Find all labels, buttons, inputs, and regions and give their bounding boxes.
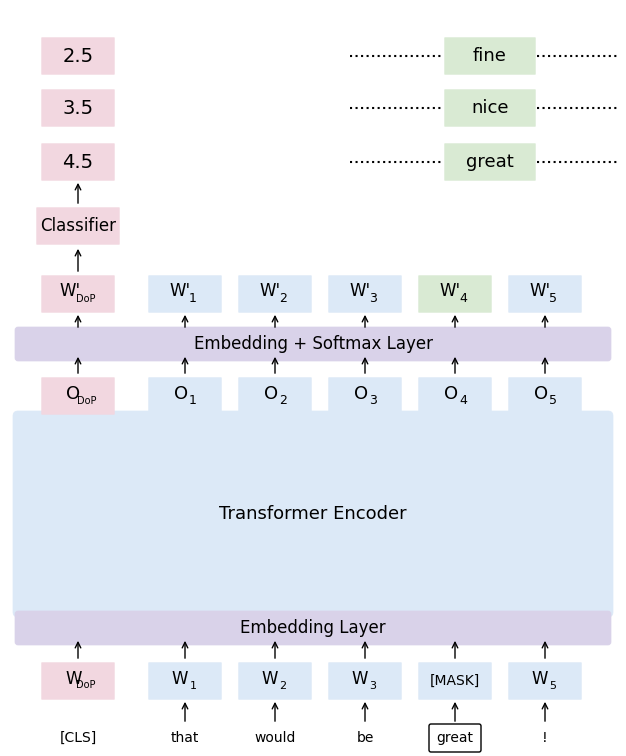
FancyBboxPatch shape [419, 663, 491, 699]
Text: O: O [174, 385, 188, 403]
FancyBboxPatch shape [42, 663, 114, 699]
Text: W: W [172, 670, 188, 688]
Text: 1: 1 [189, 293, 197, 305]
Text: O: O [534, 385, 548, 403]
FancyBboxPatch shape [149, 378, 221, 414]
Text: DoP: DoP [77, 396, 97, 406]
Text: 3: 3 [369, 395, 377, 407]
Text: 1: 1 [190, 681, 197, 691]
Text: !: ! [542, 731, 548, 745]
Text: 4: 4 [459, 293, 467, 305]
FancyBboxPatch shape [13, 411, 613, 617]
Text: 2: 2 [279, 681, 287, 691]
Text: O: O [66, 385, 80, 403]
Text: 5: 5 [549, 395, 557, 407]
Text: Transformer Encoder: Transformer Encoder [219, 505, 407, 523]
Text: great: great [436, 731, 473, 745]
FancyBboxPatch shape [42, 276, 114, 312]
Text: W: W [262, 670, 278, 688]
FancyBboxPatch shape [445, 90, 535, 126]
FancyBboxPatch shape [419, 378, 491, 414]
FancyBboxPatch shape [42, 38, 114, 74]
Text: DoP: DoP [76, 680, 96, 690]
FancyBboxPatch shape [42, 90, 114, 126]
FancyBboxPatch shape [42, 144, 114, 180]
Text: W': W' [170, 282, 190, 300]
Text: W': W' [530, 282, 550, 300]
FancyBboxPatch shape [15, 611, 611, 645]
Text: [CLS]: [CLS] [59, 731, 96, 745]
FancyBboxPatch shape [445, 38, 535, 74]
FancyBboxPatch shape [42, 378, 114, 414]
FancyBboxPatch shape [329, 276, 401, 312]
Text: W: W [66, 670, 82, 688]
Text: 3: 3 [369, 681, 376, 691]
Text: be: be [356, 731, 374, 745]
Text: 2: 2 [279, 395, 287, 407]
Text: 3.5: 3.5 [63, 98, 93, 117]
Text: W': W' [439, 282, 461, 300]
Text: 1: 1 [189, 395, 197, 407]
Text: W': W' [259, 282, 280, 300]
Text: would: would [254, 731, 295, 745]
Text: 5: 5 [549, 293, 557, 305]
FancyBboxPatch shape [509, 276, 581, 312]
Text: W': W' [59, 282, 81, 300]
Text: 5: 5 [550, 681, 557, 691]
Text: fine: fine [473, 47, 507, 65]
Text: 2.5: 2.5 [63, 47, 93, 66]
FancyBboxPatch shape [329, 663, 401, 699]
FancyBboxPatch shape [445, 144, 535, 180]
FancyBboxPatch shape [239, 276, 311, 312]
FancyBboxPatch shape [149, 276, 221, 312]
FancyBboxPatch shape [509, 378, 581, 414]
Text: W: W [531, 670, 548, 688]
Text: O: O [444, 385, 458, 403]
Text: 4: 4 [459, 395, 467, 407]
FancyBboxPatch shape [329, 378, 401, 414]
FancyBboxPatch shape [239, 378, 311, 414]
Text: O: O [264, 385, 278, 403]
Text: great: great [466, 153, 514, 171]
FancyBboxPatch shape [429, 724, 481, 752]
Text: 3: 3 [369, 293, 377, 305]
Text: that: that [171, 731, 199, 745]
Text: nice: nice [471, 99, 509, 117]
Text: 4.5: 4.5 [63, 153, 93, 172]
FancyBboxPatch shape [509, 663, 581, 699]
Text: [MASK]: [MASK] [430, 674, 480, 688]
FancyBboxPatch shape [15, 327, 611, 361]
FancyBboxPatch shape [37, 208, 119, 244]
FancyBboxPatch shape [239, 663, 311, 699]
Text: O: O [354, 385, 368, 403]
FancyBboxPatch shape [149, 663, 221, 699]
Text: 2: 2 [279, 293, 287, 305]
Text: DoP: DoP [76, 294, 96, 304]
Text: W: W [352, 670, 368, 688]
Text: Embedding Layer: Embedding Layer [240, 619, 386, 637]
Text: Embedding + Softmax Layer: Embedding + Softmax Layer [193, 335, 433, 353]
Text: W': W' [349, 282, 371, 300]
FancyBboxPatch shape [419, 276, 491, 312]
Text: Classifier: Classifier [40, 217, 116, 235]
